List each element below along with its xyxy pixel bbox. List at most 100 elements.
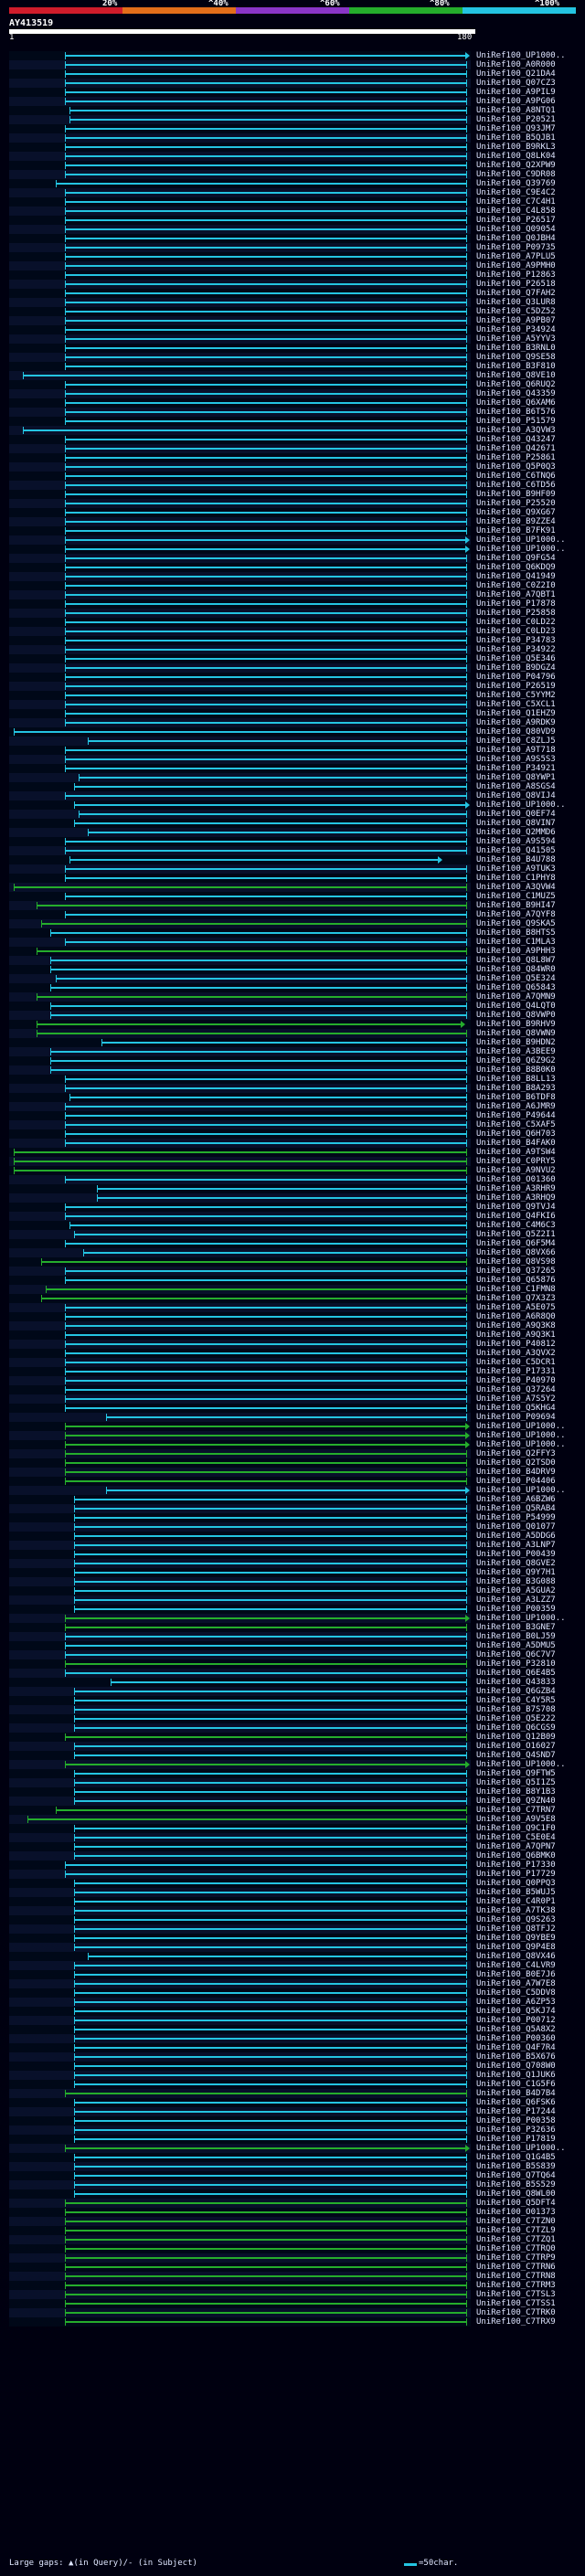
hit-link[interactable]: UniRef100_P26517 [476, 216, 556, 225]
hit-link[interactable]: UniRef100_Q09054 [476, 225, 556, 234]
hit-link[interactable]: UniRef100_B5S529 [476, 2180, 556, 2189]
hit-link[interactable]: UniRef100_Q9P4E8 [476, 1943, 556, 1952]
hit-link[interactable]: UniRef100_Q8VIN7 [476, 819, 556, 828]
hit-alignment-line[interactable] [37, 950, 466, 952]
hit-alignment-line[interactable] [64, 219, 466, 221]
hit-alignment-line[interactable] [64, 1334, 466, 1336]
hit-link[interactable]: UniRef100_B5QJB1 [476, 133, 556, 143]
hit-link[interactable]: UniRef100_Q41949 [476, 572, 556, 581]
hit-alignment-line[interactable] [14, 1151, 466, 1153]
hit-link[interactable]: UniRef100_Q43247 [476, 435, 556, 444]
hit-alignment-line[interactable] [73, 1846, 466, 1848]
hit-link[interactable]: UniRef100_C7TRN6 [476, 2263, 556, 2272]
hit-alignment-line[interactable] [64, 82, 466, 84]
hit-alignment-line[interactable] [50, 1014, 466, 1016]
hit-alignment-line[interactable] [73, 1773, 466, 1775]
hit-link[interactable]: UniRef100_C8ZLJ5 [476, 737, 556, 746]
hit-alignment-line[interactable] [64, 631, 466, 632]
hit-link[interactable]: UniRef100_C4Y5R5 [476, 1696, 556, 1705]
hit-link[interactable]: UniRef100_Q80VD9 [476, 727, 556, 737]
hit-link[interactable]: UniRef100_A6R8Q0 [476, 1312, 556, 1321]
hit-link[interactable]: UniRef100_A5E075 [476, 1303, 556, 1312]
hit-link[interactable]: UniRef100_Q5DFT4 [476, 2199, 556, 2208]
hit-alignment-line[interactable] [64, 1115, 466, 1117]
hit-alignment-line[interactable] [64, 1654, 466, 1656]
hit-alignment-line[interactable] [23, 375, 466, 376]
hit-link[interactable]: UniRef100_A9Q3K1 [476, 1330, 556, 1340]
hit-link[interactable]: UniRef100_A3QVX2 [476, 1349, 556, 1358]
hit-alignment-line[interactable] [73, 1526, 466, 1528]
hit-alignment-line[interactable] [64, 1325, 466, 1327]
hit-alignment-line[interactable] [64, 877, 466, 879]
hit-alignment-line[interactable] [64, 411, 466, 413]
hit-link[interactable]: UniRef100_P40970 [476, 1376, 556, 1385]
hit-alignment-line[interactable] [64, 1389, 466, 1391]
hit-link[interactable]: UniRef100_P04796 [476, 673, 556, 682]
hit-alignment-line[interactable] [111, 1681, 466, 1683]
hit-link[interactable]: UniRef100_B9ZZE4 [476, 517, 556, 526]
hit-link[interactable]: UniRef100_Q9ZN40 [476, 1797, 556, 1806]
hit-alignment-line[interactable] [64, 329, 466, 331]
hit-link[interactable]: UniRef100_P34922 [476, 645, 556, 654]
hit-link[interactable]: UniRef100_P32810 [476, 1659, 556, 1669]
hit-link[interactable]: UniRef100_B3GNE7 [476, 1623, 556, 1632]
hit-link[interactable]: UniRef100_A3LNP7 [476, 1541, 556, 1550]
hit-link[interactable]: UniRef100_A7QYF8 [476, 910, 556, 919]
hit-link[interactable]: UniRef100_Q4LQT0 [476, 1002, 556, 1011]
hit-alignment-line[interactable] [64, 265, 466, 267]
hit-link[interactable]: UniRef100_Q6RUQ2 [476, 380, 556, 389]
hit-link[interactable]: UniRef100_C7TSL3 [476, 2290, 556, 2299]
hit-alignment-line[interactable] [73, 1837, 466, 1839]
hit-alignment-line[interactable] [101, 1042, 466, 1044]
hit-alignment-line[interactable] [73, 1946, 466, 1948]
hit-link[interactable]: UniRef100_A3RHQ9 [476, 1193, 556, 1203]
hit-link[interactable]: UniRef100_Q4F7R4 [476, 2043, 556, 2052]
hit-link[interactable]: UniRef100_A9PB07 [476, 316, 556, 325]
hit-link[interactable]: UniRef100_A7QPN7 [476, 1842, 556, 1851]
hit-link[interactable]: UniRef100_C6TNQ6 [476, 472, 556, 481]
hit-alignment-line[interactable] [64, 722, 466, 724]
hit-alignment-line[interactable] [73, 1855, 466, 1857]
hit-link[interactable]: UniRef100_C5DDV8 [476, 1988, 556, 1998]
hit-link[interactable]: UniRef100_P09694 [476, 1413, 556, 1422]
hit-alignment-line[interactable] [64, 2211, 466, 2213]
hit-link[interactable]: UniRef100_C5XCL1 [476, 700, 556, 709]
hit-link[interactable]: UniRef100_C5XAF5 [476, 1120, 556, 1129]
hit-alignment-line[interactable] [73, 1937, 466, 1939]
hit-alignment-line[interactable] [64, 768, 466, 769]
hit-alignment-line[interactable] [73, 1508, 466, 1510]
hit-alignment-line[interactable] [37, 996, 466, 998]
hit-link[interactable]: UniRef100_C4R0P1 [476, 1897, 556, 1906]
hit-alignment-line[interactable] [64, 1362, 466, 1363]
hit-alignment-line[interactable] [64, 393, 466, 395]
hit-alignment-line[interactable] [106, 1489, 466, 1491]
hit-link[interactable]: UniRef100_Q8VIJ4 [476, 791, 556, 800]
hit-alignment-line[interactable] [73, 2019, 466, 2021]
hit-alignment-line[interactable] [106, 1416, 466, 1418]
hit-alignment-line[interactable] [41, 1261, 466, 1263]
hit-link[interactable]: UniRef100_C7C4H1 [476, 197, 556, 207]
hit-link[interactable]: UniRef100_Q708W0 [476, 2062, 556, 2071]
hit-alignment-line[interactable] [55, 183, 466, 185]
hit-alignment-line[interactable] [73, 2157, 466, 2158]
hit-link[interactable]: UniRef100_Q5I1Z5 [476, 1778, 556, 1787]
hit-link[interactable]: UniRef100_Q6H703 [476, 1129, 556, 1139]
hit-alignment-line[interactable] [64, 1124, 466, 1126]
hit-link[interactable]: UniRef100_A9S5S3 [476, 755, 556, 764]
hit-alignment-line[interactable] [73, 1800, 466, 1802]
hit-link[interactable]: UniRef100_Q5KJ74 [476, 2007, 556, 2016]
hit-alignment-line[interactable] [55, 1809, 466, 1811]
hit-alignment-line[interactable] [64, 448, 466, 450]
hit-link[interactable]: UniRef100_Q7FAH2 [476, 289, 556, 298]
hit-alignment-line[interactable] [50, 987, 466, 989]
hit-alignment-line[interactable] [64, 302, 466, 303]
hit-alignment-line[interactable] [50, 932, 466, 934]
hit-alignment-line[interactable] [64, 758, 466, 760]
hit-alignment-line[interactable] [73, 786, 466, 788]
hit-alignment-line[interactable] [50, 1069, 466, 1071]
hit-link[interactable]: UniRef100_Q5RAB4 [476, 1504, 556, 1513]
hit-link[interactable]: UniRef100_A7W7E8 [476, 1979, 556, 1988]
hit-alignment-line[interactable] [64, 850, 466, 852]
hit-alignment-line[interactable] [69, 119, 466, 121]
hit-alignment-line[interactable] [73, 1910, 466, 1912]
